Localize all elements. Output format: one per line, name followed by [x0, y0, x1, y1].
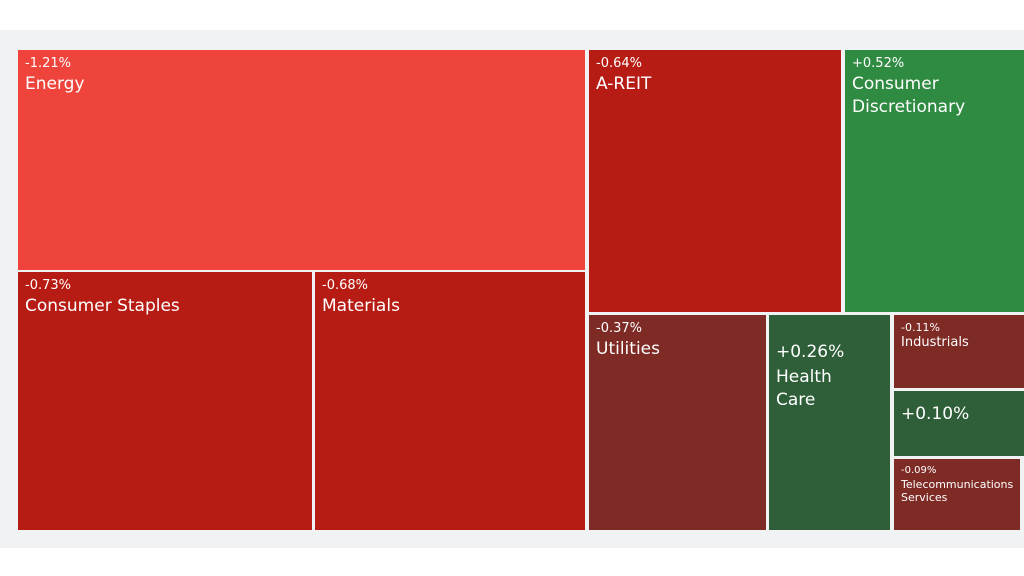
tile-label: Health Care — [776, 367, 832, 410]
tile-materials[interactable]: -0.68% Materials — [315, 272, 585, 530]
tile-consumer-staples[interactable]: -0.73% Consumer Staples — [18, 272, 312, 530]
tile-consumer-discretionary[interactable]: +0.52% Consumer Discretionary — [845, 50, 1024, 312]
tile-label: Materials — [322, 296, 400, 316]
tile-change: -0.37% — [596, 321, 642, 336]
tile-change: +0.10% — [901, 404, 970, 424]
tile-label: Consumer Discretionary — [852, 74, 966, 117]
tile-label: Telecommunications Services — [901, 478, 1014, 504]
tile-label: Energy — [25, 74, 85, 94]
tile-label: Industrials — [901, 335, 969, 350]
tile-a-reit[interactable]: -0.64% A-REIT — [589, 50, 841, 312]
tile-change: +0.26% — [776, 342, 845, 362]
tile-energy[interactable]: -1.21% Energy — [18, 50, 585, 270]
tile-change: -0.64% — [596, 56, 642, 71]
tile-change: -1.21% — [25, 56, 71, 71]
tile-telecommunications-services[interactable]: -0.09% Telecommunications Services — [894, 459, 1020, 530]
tile-industrials[interactable]: -0.11% Industrials — [894, 315, 1024, 388]
tile-change: -0.11% — [901, 321, 940, 334]
treemap-panel: -1.21% Energy -0.64% A-REIT +0.52% Consu… — [0, 30, 1024, 548]
tile-label: Utilities — [596, 339, 660, 359]
tile-change: +0.52% — [852, 56, 905, 71]
tile-label: A-REIT — [596, 74, 652, 94]
tile-change: -0.73% — [25, 278, 71, 293]
tile-change: -0.68% — [322, 278, 368, 293]
tile-utilities[interactable]: -0.37% Utilities — [589, 315, 766, 530]
tile-change: -0.09% — [901, 465, 937, 476]
tile-label: Consumer Staples — [25, 296, 180, 316]
tile-unlabeled-sector[interactable]: +0.10% — [894, 391, 1024, 456]
tile-health-care[interactable]: +0.26% Health Care — [769, 315, 890, 530]
